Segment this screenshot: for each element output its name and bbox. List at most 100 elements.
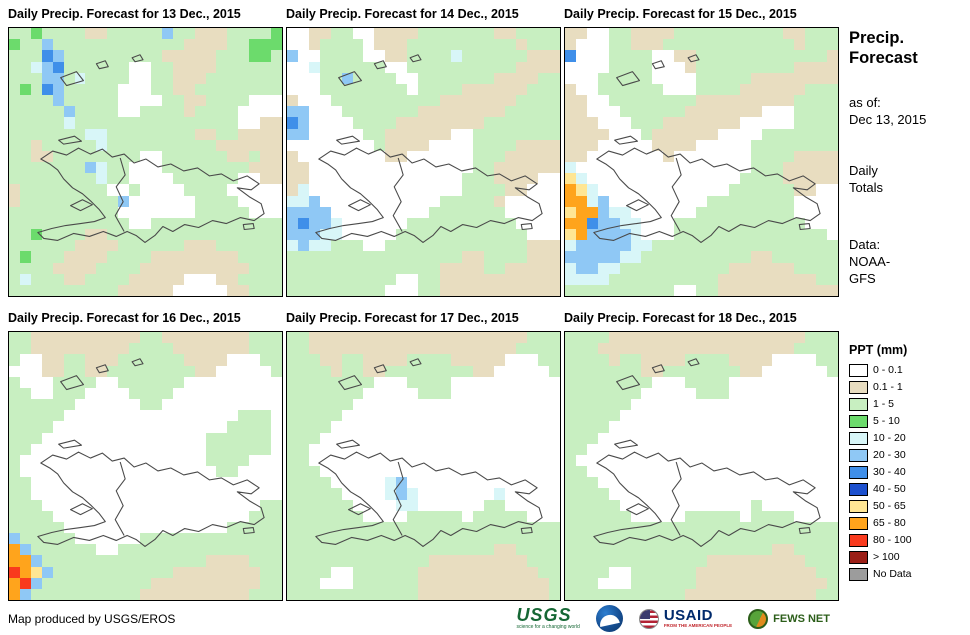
precip-cell bbox=[227, 251, 239, 263]
precip-cell bbox=[363, 544, 375, 556]
precip-cell bbox=[140, 488, 151, 500]
precip-cell bbox=[374, 510, 386, 522]
precip-cell bbox=[472, 555, 484, 567]
precip-cell bbox=[608, 544, 620, 556]
precip-cell bbox=[319, 488, 331, 500]
precip-cell bbox=[341, 173, 353, 185]
precip-cell bbox=[52, 39, 64, 51]
precip-cell bbox=[717, 365, 729, 377]
precip-cell bbox=[129, 240, 141, 252]
precip-cell bbox=[396, 284, 408, 296]
precip-cell bbox=[129, 128, 141, 140]
precip-cell bbox=[396, 387, 408, 399]
precip-cell bbox=[172, 61, 184, 73]
precip-cell bbox=[183, 28, 195, 40]
precip-cell bbox=[696, 150, 707, 162]
precip-cell bbox=[630, 72, 642, 84]
precip-cell bbox=[319, 72, 331, 84]
precip-cell bbox=[575, 106, 587, 118]
precip-cell bbox=[96, 39, 108, 51]
precip-cell bbox=[63, 195, 75, 207]
precip-cell bbox=[728, 50, 740, 62]
precip-cell bbox=[96, 195, 108, 207]
precip-cell bbox=[118, 117, 130, 129]
precip-cell bbox=[586, 544, 598, 556]
precip-cell bbox=[575, 217, 587, 229]
precip-cell bbox=[205, 83, 217, 95]
precip-cell bbox=[216, 240, 228, 252]
precip-cell bbox=[407, 443, 419, 455]
precip-cell bbox=[74, 229, 86, 241]
precip-cell bbox=[575, 139, 587, 151]
legend-swatch bbox=[849, 466, 868, 479]
precip-cell bbox=[140, 354, 151, 366]
precip-cell bbox=[216, 354, 228, 366]
precip-cell bbox=[794, 128, 806, 140]
precip-cell bbox=[450, 217, 462, 229]
precip-cell bbox=[194, 432, 206, 444]
precip-cell bbox=[805, 39, 817, 51]
precip-cell bbox=[783, 173, 795, 185]
precip-cell bbox=[494, 28, 506, 40]
precip-cell bbox=[418, 61, 429, 73]
precip-cell bbox=[227, 106, 239, 118]
precip-cell bbox=[183, 466, 195, 478]
precip-cell bbox=[385, 544, 397, 556]
panel-title: Daily Precip. Forecast for 14 Dec., 2015 bbox=[286, 7, 519, 21]
precip-cell bbox=[41, 217, 53, 229]
precip-cell bbox=[516, 399, 528, 411]
precip-cell bbox=[287, 499, 298, 511]
precip-cell bbox=[472, 533, 484, 545]
precip-cell bbox=[172, 577, 184, 589]
precip-cell bbox=[249, 577, 261, 589]
precip-cell bbox=[663, 61, 675, 73]
precip-cell bbox=[140, 577, 151, 589]
precip-cell bbox=[516, 229, 528, 241]
precip-cell bbox=[287, 284, 298, 296]
precip-cell bbox=[516, 251, 528, 263]
precip-cell bbox=[297, 28, 309, 40]
precip-cell bbox=[107, 240, 119, 252]
precip-cell bbox=[472, 365, 484, 377]
precip-cell bbox=[805, 421, 817, 433]
precip-cell bbox=[527, 150, 539, 162]
precip-cell bbox=[96, 61, 108, 73]
precip-cell bbox=[308, 387, 320, 399]
precip-cell bbox=[41, 421, 53, 433]
precip-cell bbox=[352, 28, 364, 40]
precip-cell bbox=[161, 555, 173, 567]
precip-cell bbox=[9, 195, 20, 207]
precip-cell bbox=[216, 454, 228, 466]
precip-cell bbox=[385, 106, 397, 118]
precip-cell bbox=[450, 410, 462, 422]
precip-cell bbox=[85, 376, 97, 388]
precip-cell bbox=[96, 332, 108, 344]
precip-cell bbox=[341, 117, 353, 129]
precip-cell bbox=[494, 173, 506, 185]
precip-cell bbox=[374, 588, 386, 600]
precip-cell bbox=[271, 50, 282, 62]
precip-cell bbox=[129, 195, 141, 207]
precip-cell bbox=[129, 150, 141, 162]
precip-cell bbox=[308, 443, 320, 455]
precip-cell bbox=[216, 410, 228, 422]
precip-cell bbox=[505, 421, 517, 433]
precip-cell bbox=[505, 206, 517, 218]
precip-cell bbox=[575, 262, 587, 274]
precip-cell bbox=[407, 399, 419, 411]
precip-cell bbox=[586, 128, 598, 140]
precip-cell bbox=[63, 50, 75, 62]
precip-cell bbox=[297, 555, 309, 567]
precip-cell bbox=[772, 83, 784, 95]
precip-cell bbox=[319, 162, 331, 174]
precip-cell bbox=[575, 117, 587, 129]
precip-cell bbox=[150, 432, 162, 444]
precip-cell bbox=[494, 365, 506, 377]
precip-cell bbox=[363, 50, 375, 62]
precip-cell bbox=[374, 533, 386, 545]
precip-cell bbox=[205, 376, 217, 388]
precip-cell bbox=[428, 28, 440, 40]
precip-cell bbox=[608, 432, 620, 444]
precip-cell bbox=[352, 533, 364, 545]
precip-cell bbox=[630, 128, 642, 140]
